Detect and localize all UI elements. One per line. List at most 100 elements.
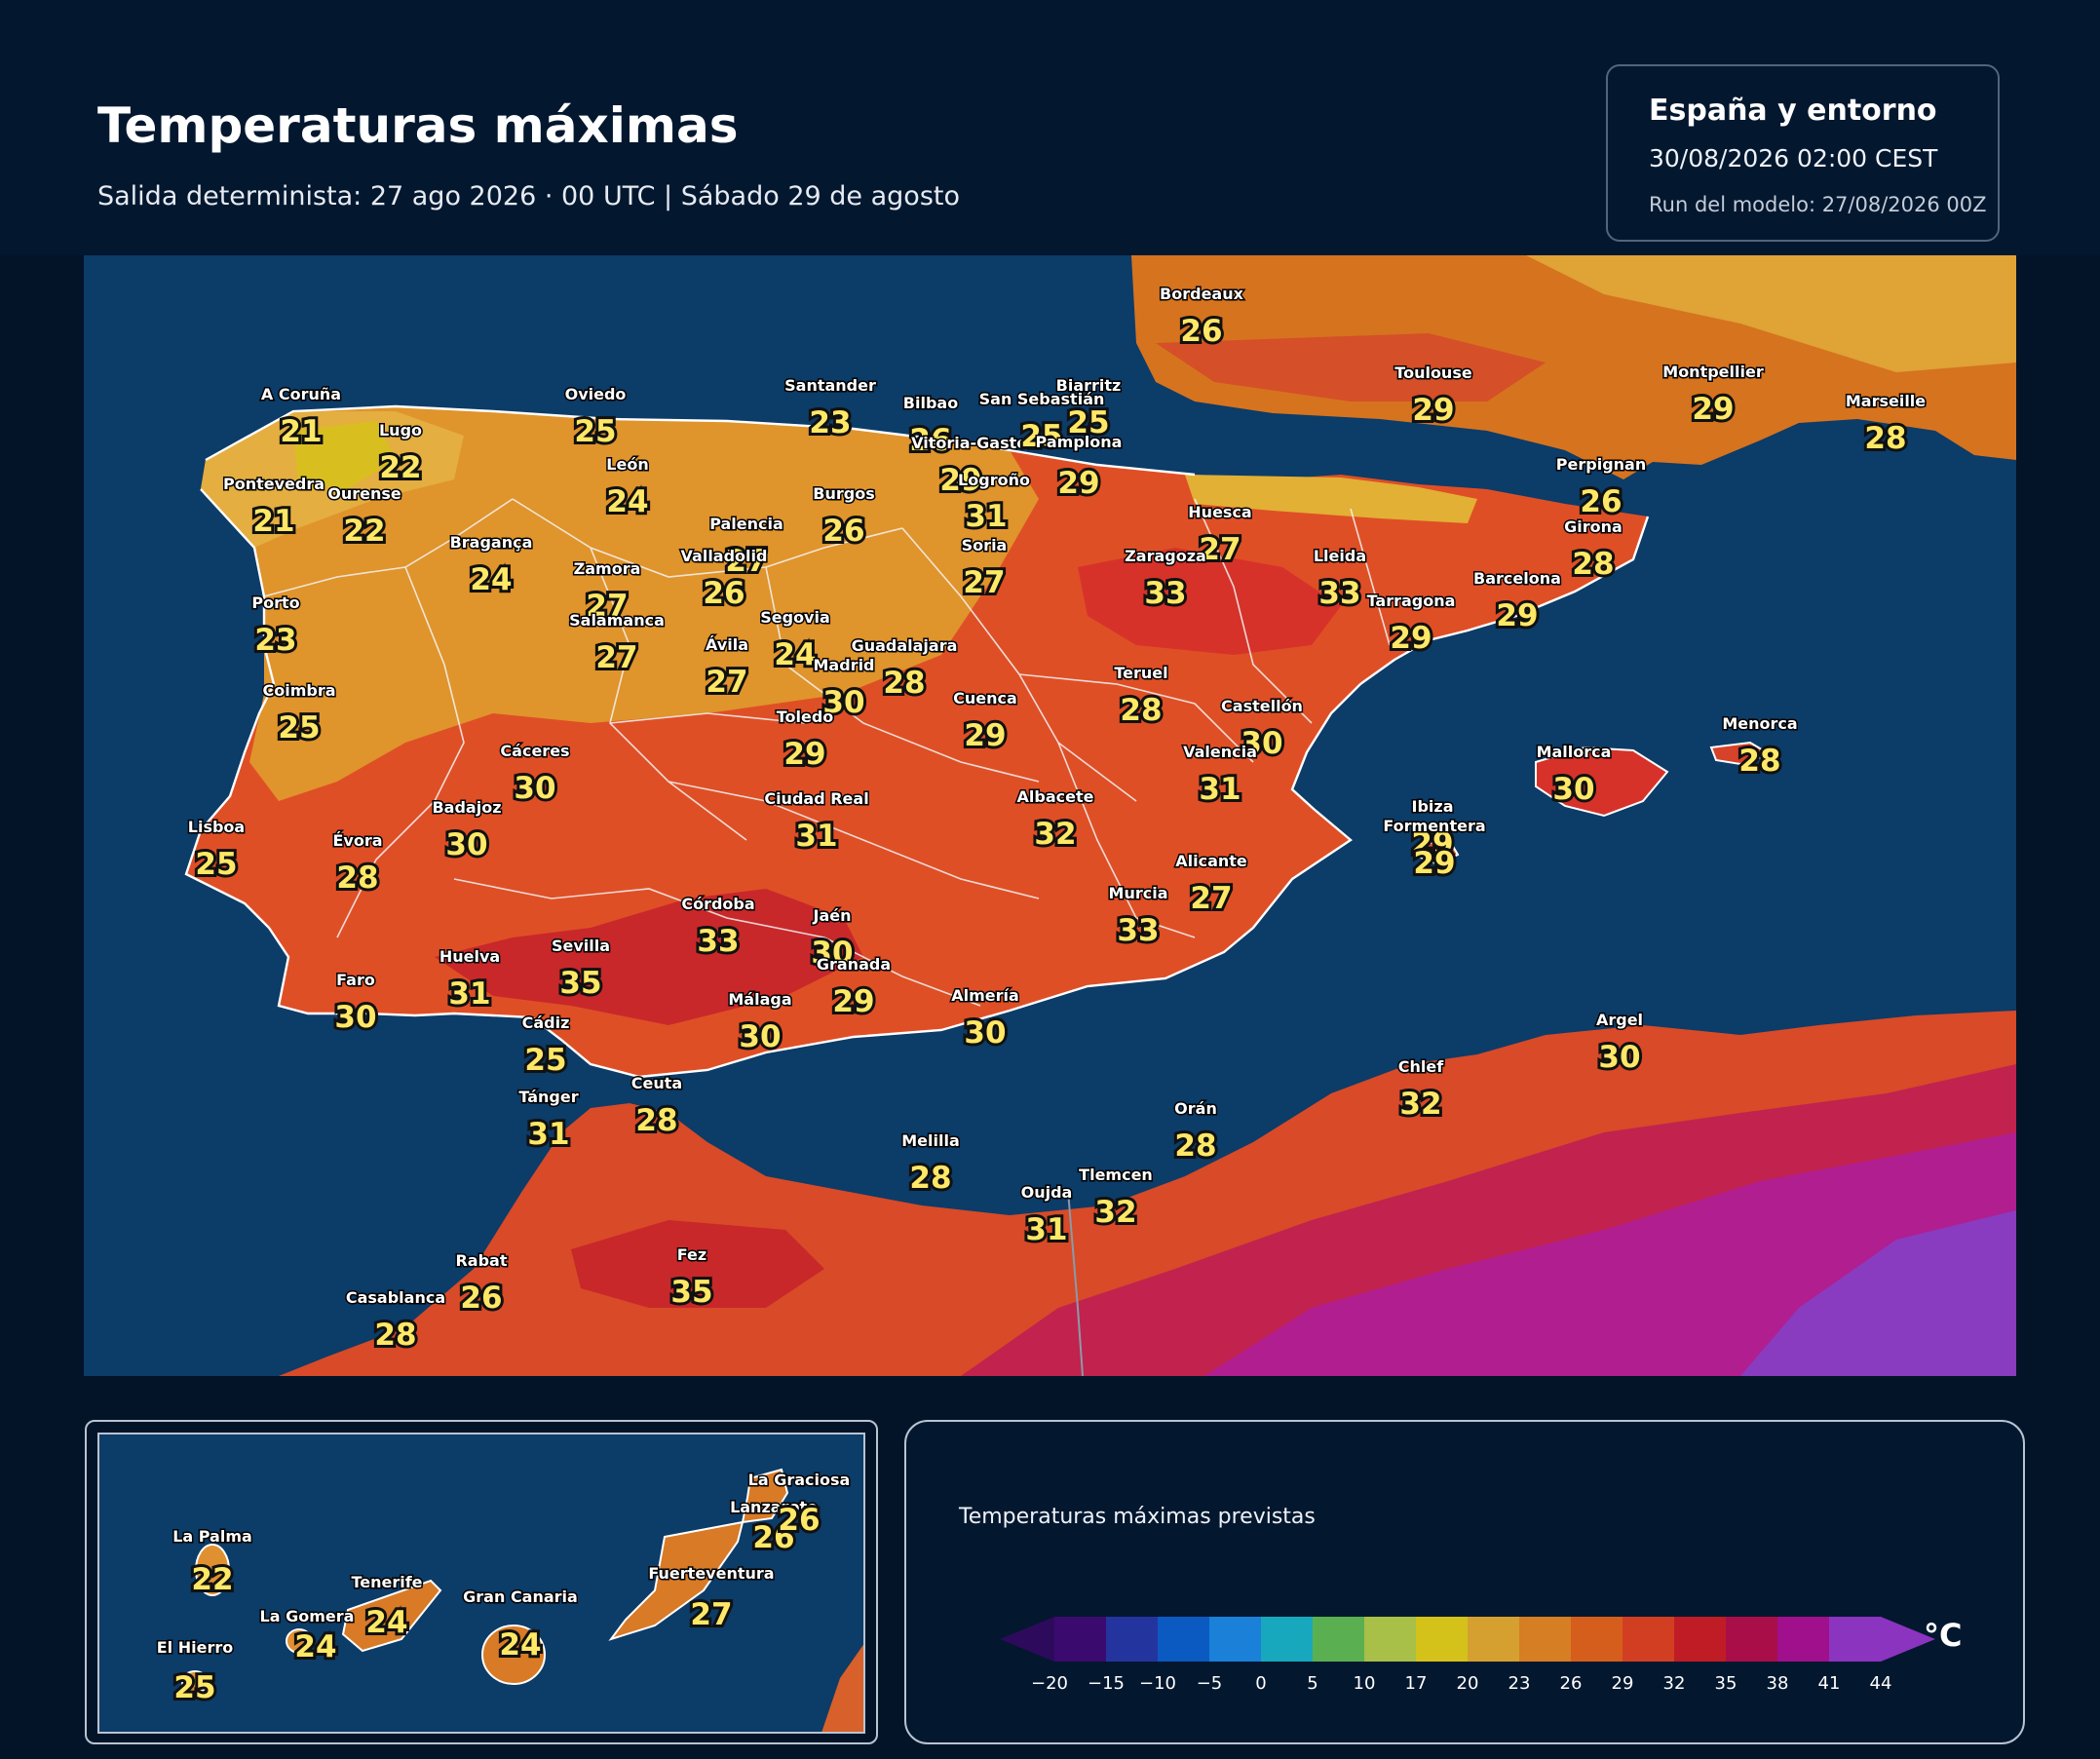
colorbar-segment	[1106, 1617, 1159, 1662]
city-zamora: Zamora 27	[572, 558, 642, 628]
menorca-land	[1709, 741, 1773, 766]
city-temperature-value: 29	[1412, 393, 1454, 428]
city-pamplona: Pamplona 29	[1034, 432, 1124, 505]
city-name-label: Murcia	[1109, 884, 1168, 902]
colorbar-tick-label: 41	[1818, 1673, 1841, 1694]
city-temperature-value: 25	[574, 414, 616, 449]
city-name-label: Tánger	[518, 1088, 578, 1106]
island-temperature-value: 26	[778, 1503, 820, 1538]
city-name-label: Almería	[951, 986, 1019, 1005]
city-name-label: Zamora	[574, 559, 641, 578]
city-name-label: Cádiz	[522, 1013, 570, 1032]
city-temperature-value: 29	[964, 718, 1006, 753]
city-valencia: Valencia 31	[1182, 742, 1259, 811]
city-temperature-value: 26	[460, 1281, 502, 1316]
tenerife-island	[341, 1579, 442, 1653]
city-temperature-value: 25	[1020, 419, 1062, 454]
city-name-label: Ceuta	[631, 1074, 682, 1092]
city-name-label: Orán	[1174, 1099, 1217, 1118]
city-chlef: Chlef 32	[1396, 1056, 1445, 1126]
colorbar-tick-label: −20	[1031, 1673, 1068, 1694]
colorbar-legend: Temperaturas máximas previstas °C −20 −15…	[904, 1420, 2025, 1744]
city-name-label: Guadalajara	[852, 636, 958, 655]
city-temperature-value: 25	[1067, 405, 1109, 440]
city-name-label: Segovia	[760, 608, 830, 627]
city-santander: Santander 23	[783, 375, 878, 444]
colorbar-high-arrow	[1881, 1617, 1935, 1662]
city-name-label: Castellón	[1221, 697, 1303, 715]
city-temperature-value: 28	[1864, 421, 1906, 456]
city-temperature-value: 26	[1580, 484, 1622, 519]
island-temperature-value: 26	[752, 1520, 794, 1555]
city-cadiz: Cádiz 25	[520, 1013, 571, 1082]
city-tarragona: Tarragona 29	[1365, 591, 1457, 660]
city-temperature-value: 30	[1598, 1040, 1640, 1075]
city-badajoz: Badajoz 30	[431, 797, 503, 866]
city-name-label: Oujda	[1021, 1183, 1073, 1202]
island-la-gomera: La Gomera 24	[258, 1606, 356, 1668]
city-name-label: Vitoria-Gasteiz	[911, 434, 1042, 452]
fez-hot	[571, 1220, 824, 1308]
city-name-label: Valladolid	[681, 547, 768, 565]
city-temperature-value: 28	[1174, 1128, 1216, 1164]
island-name-label: El Hierro	[157, 1638, 233, 1657]
city-name-label: Marseille	[1846, 392, 1926, 410]
colorbar-segment	[1777, 1617, 1830, 1662]
canary-islands-inset[interactable]: La Palma 22 El Hierro 25 La Gomera 24 Tenerife…	[85, 1420, 878, 1744]
island-temperature-value: 24	[294, 1629, 336, 1664]
colorbar-segment	[1623, 1617, 1675, 1662]
city-name-label: Coimbra	[262, 681, 335, 700]
city-name-label: Badajoz	[432, 798, 501, 817]
island-temperature-value: 24	[499, 1627, 541, 1663]
city-name-label: Bragança	[450, 533, 533, 552]
city-bordeaux: Bordeaux 26	[1159, 284, 1246, 353]
city-name-label: Formentera	[1383, 817, 1485, 835]
page-subtitle: Salida determinista: 27 ago 2026 · 00 UT…	[97, 181, 960, 211]
city-sevilla: Sevilla 35	[550, 936, 611, 1005]
inset-frame: La Palma 22 El Hierro 25 La Gomera 24 Tenerife…	[97, 1433, 865, 1734]
city-huelva: Huelva 31	[438, 946, 501, 1015]
city-name-label: Barcelona	[1473, 569, 1561, 588]
island-temperature-value: 24	[365, 1605, 407, 1640]
main-map[interactable]: A Coruña 21 Lugo 22 Pontevedra 21 Ourense 22 Ovi…	[84, 255, 2016, 1376]
city-temperature-value: 24	[470, 562, 512, 597]
city-tlemcen: Tlemcen 32	[1078, 1165, 1155, 1234]
city-malaga: Málaga 30	[727, 989, 793, 1058]
city-name-label: Huelva	[439, 947, 500, 966]
city-temperature-value: 31	[965, 499, 1007, 534]
colorbar-tick-label: 5	[1307, 1673, 1317, 1694]
city-name-label: Évora	[332, 831, 382, 850]
city-temperature-value: 27	[725, 544, 767, 579]
city-lleida: Lleida 33	[1312, 546, 1367, 615]
city-temperature-value: 29	[1413, 846, 1455, 881]
city-guadalajara: Guadalajara 28	[850, 635, 959, 705]
island-la-graciosa: La Graciosa 26	[746, 1470, 852, 1542]
island-el-hierro: El Hierro 25	[155, 1637, 234, 1709]
island-name-label: Fuerteventura	[648, 1564, 774, 1583]
lanzarote-island	[741, 1468, 789, 1524]
city-name-label: Porto	[251, 593, 299, 612]
city-murcia: Murcia 33	[1107, 883, 1169, 952]
city-name-label: Toledo	[777, 707, 834, 726]
city-zaragoza: Zaragoza 33	[1124, 546, 1208, 615]
city-temperature-value: 26	[703, 576, 745, 611]
city-name-label: Pontevedra	[223, 475, 325, 493]
island-name-label: Lanzarote	[730, 1498, 818, 1516]
city-name-label: Burgos	[813, 484, 874, 503]
city-melilla: Melilla 28	[900, 1130, 962, 1200]
island-name-label: Tenerife	[351, 1573, 422, 1591]
city-porto: Porto 23	[250, 593, 301, 662]
city-biarritz: Biarritz 25	[1054, 375, 1123, 444]
island-la-palma: La Palma 22	[172, 1526, 254, 1601]
city-temperature-value: 29	[1692, 392, 1734, 427]
city-casablanca: Casablanca 28	[344, 1287, 446, 1357]
city-temperature-value: 35	[670, 1275, 712, 1310]
city-name-label: Girona	[1564, 517, 1623, 536]
city-toulouse: Toulouse 29	[1394, 363, 1474, 432]
colorbar-segment	[1209, 1617, 1262, 1662]
city-cordoba: Córdoba 33	[680, 894, 756, 963]
city-name-label: A Coruña	[261, 385, 341, 403]
city-granada: Granada 29	[815, 954, 892, 1023]
